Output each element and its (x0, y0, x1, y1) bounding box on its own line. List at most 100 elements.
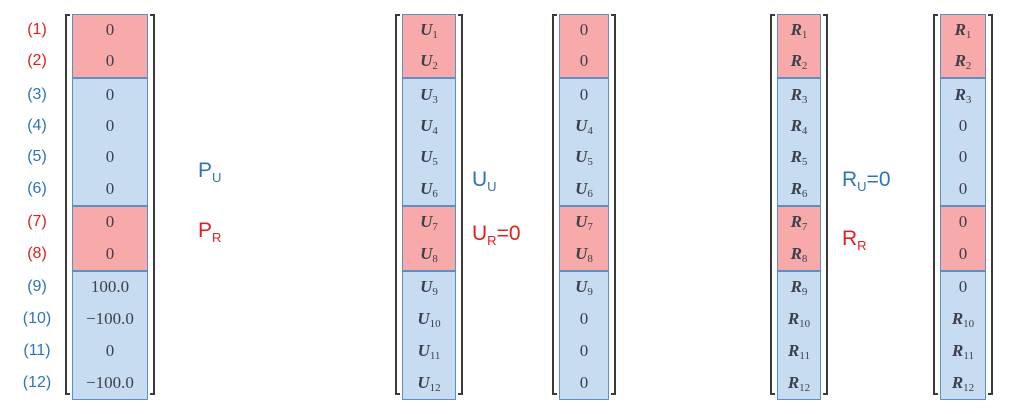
displacement-vector-cell: U2 (402, 51, 456, 76)
reaction-applied-vector-cell: 0 (958, 212, 968, 231)
annotation-base: P (198, 219, 213, 242)
restrained-dof-block (940, 205, 986, 271)
reaction-applied-vector-cell: R2 (940, 51, 986, 76)
symbol: U (575, 147, 588, 166)
symbol-subscript: 1 (801, 29, 808, 41)
symbol: R (790, 147, 802, 166)
symbol-subscript: 12 (799, 382, 811, 394)
row-label: (5) (27, 148, 47, 165)
annotation-subscript: U (857, 179, 867, 194)
reaction-vector-cell: R12 (777, 373, 821, 398)
annotation-subscript: U (212, 170, 222, 185)
displacement-applied-vector-cell: U5 (559, 147, 609, 172)
symbol-subscript: 3 (432, 94, 438, 106)
reaction-applied-vector-cell: 0 (958, 277, 968, 296)
reaction-vector-cell: R3 (777, 85, 821, 110)
symbol: R (951, 309, 964, 328)
symbol-subscript: 1 (965, 29, 972, 41)
load-vector-cell: 0 (105, 85, 115, 104)
row-label: (12) (22, 374, 52, 391)
load-vector-cell: 0 (105, 147, 115, 166)
symbol-subscript: 4 (432, 125, 438, 137)
free-dof-block (940, 78, 986, 206)
annotation-base: U (472, 222, 488, 245)
reaction-vector-cell: R5 (777, 147, 821, 172)
symbol-subscript: 5 (801, 156, 808, 168)
row-label: (6) (27, 180, 47, 197)
row-label: (9) (27, 278, 47, 295)
symbol-subscript: 9 (432, 286, 438, 298)
symbol: U (575, 116, 588, 135)
restrained-dof-block (402, 205, 456, 271)
load-vector-cell: −100.0 (86, 373, 134, 392)
row-label: (2) (27, 52, 47, 69)
symbol-subscript: 11 (429, 350, 441, 362)
load-vector-cell: 0 (105, 179, 115, 198)
symbol-subscript: 12 (429, 382, 441, 394)
row-label: (7) (27, 213, 47, 230)
symbol-subscript: 3 (965, 94, 972, 106)
symbol: R (790, 212, 802, 231)
left-bracket (552, 14, 557, 395)
reaction-vector-cell: R7 (777, 212, 821, 237)
symbol: U (420, 116, 433, 135)
symbol: U (575, 244, 588, 263)
reaction-vector-cell: R4 (777, 116, 821, 141)
displacement-applied-vector-cell: 0 (579, 85, 589, 104)
symbol: U (575, 212, 588, 231)
symbol-subscript: 9 (801, 286, 808, 298)
restrained-dof-block (940, 14, 986, 78)
symbol-subscript: 11 (799, 350, 810, 362)
reaction-vector-cell: R1 (777, 20, 821, 45)
reaction-vector-cell: R8 (777, 244, 821, 269)
restrained-dof-block (72, 14, 148, 78)
load-vector-cell: 0 (105, 341, 115, 360)
reaction-vector-cell: R6 (777, 179, 821, 204)
annotation-u-u: UU (472, 167, 497, 200)
reaction-applied-vector-cell: R3 (940, 85, 986, 110)
symbol-subscript: 8 (432, 253, 438, 265)
reaction-applied-vector-cell: R11 (940, 341, 986, 366)
load-vector-cell: 0 (105, 212, 115, 231)
symbol: R (790, 179, 802, 198)
reaction-applied-vector-cell: 0 (958, 116, 968, 135)
symbol-subscript: 6 (432, 188, 438, 200)
annotation-base: R (842, 168, 858, 191)
symbol-subscript: 10 (799, 318, 811, 330)
displacement-vector-cell: U6 (402, 179, 456, 204)
symbol-subscript: 2 (965, 60, 972, 72)
displacement-applied-vector-cell: U9 (559, 277, 609, 302)
symbol: R (790, 116, 802, 135)
reaction-applied-vector-cell: R10 (940, 309, 986, 334)
symbol-subscript: 6 (587, 188, 593, 200)
annotation-subscript: R (487, 233, 497, 248)
displacement-vector-cell: U12 (402, 373, 456, 398)
row-label: (8) (27, 245, 47, 262)
displacement-applied-vector-cell: 0 (579, 51, 589, 70)
displacement-applied-vector-cell: U7 (559, 212, 609, 237)
reaction-applied-vector-cell: 0 (958, 179, 968, 198)
load-vector-cell: 100.0 (90, 277, 130, 296)
load-vector-cell: 0 (105, 244, 115, 263)
displacement-vector-cell: U3 (402, 85, 456, 110)
free-dof-block (72, 78, 148, 206)
displacement-vector-cell: U10 (402, 309, 456, 334)
symbol-subscript: 1 (432, 29, 438, 41)
free-dof-block (402, 270, 456, 400)
symbol-subscript: 7 (801, 221, 808, 233)
symbol-subscript: 4 (801, 125, 808, 137)
symbol: U (420, 212, 433, 231)
symbol-subscript: 8 (801, 253, 808, 265)
displacement-applied-vector-cell: U6 (559, 179, 609, 204)
load-vector-cell: 0 (105, 51, 115, 70)
symbol-subscript: 10 (429, 318, 441, 330)
symbol-subscript: 5 (587, 156, 593, 168)
symbol: U (417, 309, 430, 328)
restrained-dof-block (777, 14, 821, 78)
right-bracket (150, 14, 155, 395)
free-dof-block (777, 78, 821, 206)
restrained-dof-block (777, 205, 821, 271)
load-vector-cell: 0 (105, 20, 115, 39)
symbol: U (420, 85, 433, 104)
symbol-subscript: 4 (587, 125, 593, 137)
